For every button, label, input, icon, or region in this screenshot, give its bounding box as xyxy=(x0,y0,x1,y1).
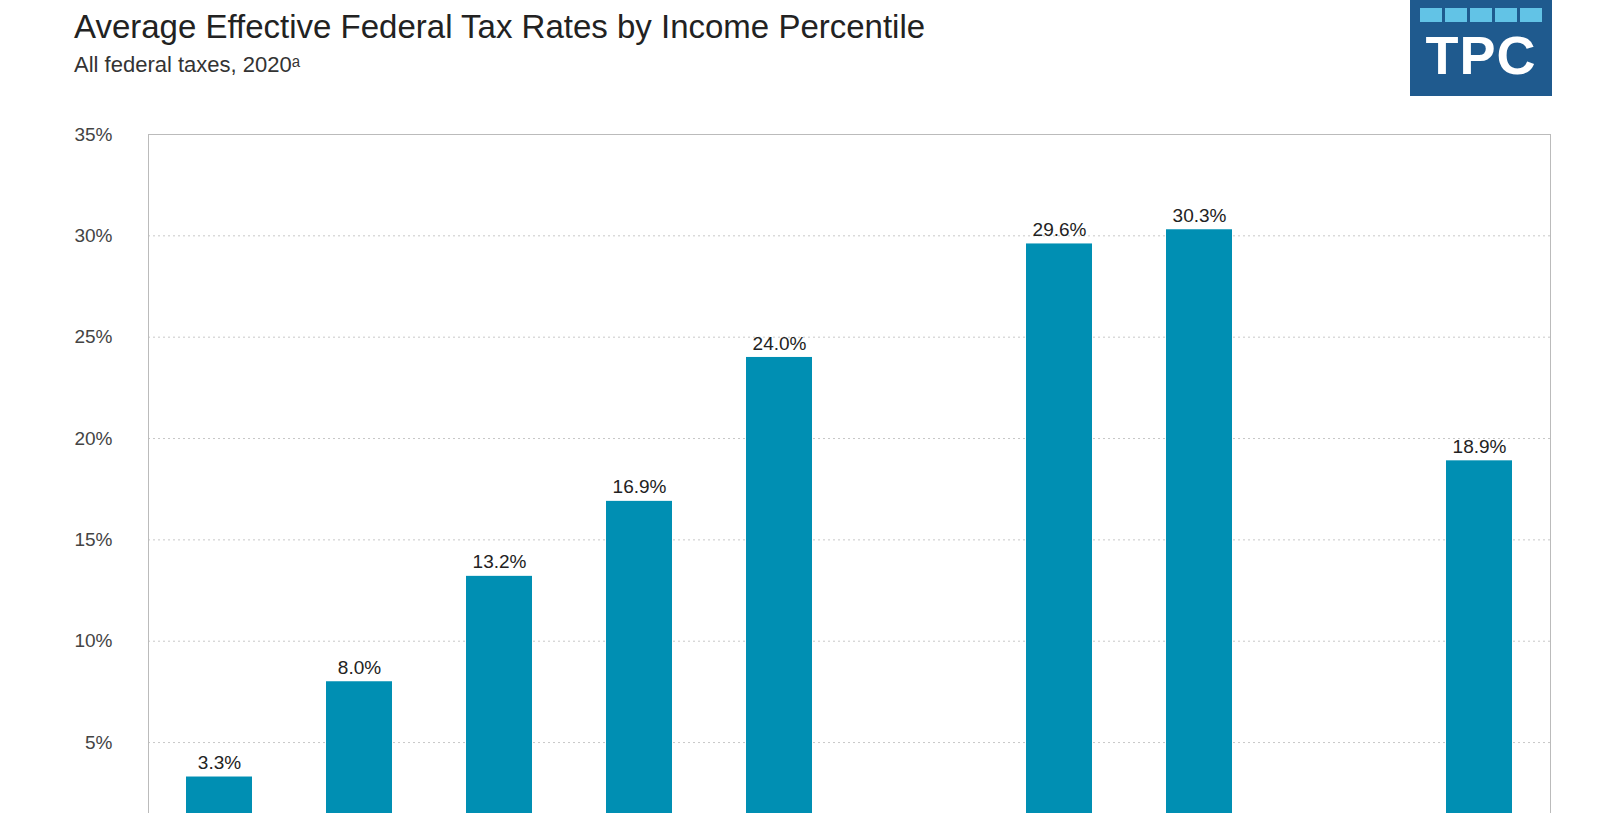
svg-text:30.3%: 30.3% xyxy=(1173,205,1227,226)
svg-text:15%: 15% xyxy=(74,529,112,550)
svg-text:5%: 5% xyxy=(85,732,113,753)
svg-text:24.0%: 24.0% xyxy=(753,333,807,354)
svg-text:8.0%: 8.0% xyxy=(338,657,381,678)
svg-text:29.6%: 29.6% xyxy=(1033,219,1087,240)
html-text:All federal taxes, 2020ᵃ: All federal taxes, 2020ᵃ xyxy=(74,52,300,77)
svg-text:25%: 25% xyxy=(74,326,112,347)
html-text:Average Effective Federal Tax: Average Effective Federal Tax Rates by I… xyxy=(74,8,926,45)
svg-text:30%: 30% xyxy=(74,225,112,246)
svg-text:20%: 20% xyxy=(74,428,112,449)
html-text:TPC: TPC xyxy=(1425,25,1537,85)
svg-text:3.3%: 3.3% xyxy=(198,752,241,773)
svg-text:10%: 10% xyxy=(74,630,112,651)
svg-text:13.2%: 13.2% xyxy=(473,551,527,572)
svg-text:18.9%: 18.9% xyxy=(1453,436,1507,457)
svg-text:16.9%: 16.9% xyxy=(613,476,667,497)
svg-text:35%: 35% xyxy=(74,124,112,145)
